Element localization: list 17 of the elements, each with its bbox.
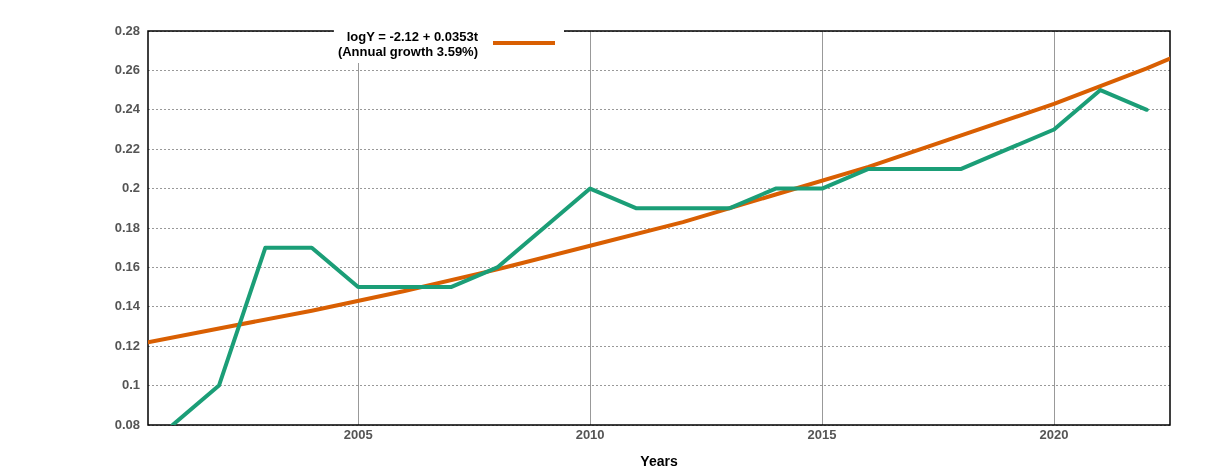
y-tick-label: 0.18 [114,219,140,235]
x-tick-label: 2020 [1039,427,1069,443]
x-tick-label: 2005 [343,427,373,443]
y-tick-label: 0.12 [114,337,140,353]
y-tick-label: 0.08 [114,416,140,432]
legend-label: logY = -2.12 + 0.0353t (Annual growth 3.59%) [337,28,479,59]
y-tick-label: 0.1 [121,377,140,393]
y-tick-label: 0.24 [114,101,141,117]
y-tick-label: 0.2 [121,180,140,196]
x-axis-title: Years [640,453,678,470]
y-tick-label: 0.14 [114,298,141,314]
x-tick-label: 2010 [575,427,605,443]
y-tick-label: 0.28 [114,22,140,38]
y-tick-label: 0.26 [114,61,140,77]
x-tick-label: 2015 [807,427,837,443]
y-tick-label: 0.22 [114,140,140,156]
y-tick-label: 0.16 [114,258,140,274]
